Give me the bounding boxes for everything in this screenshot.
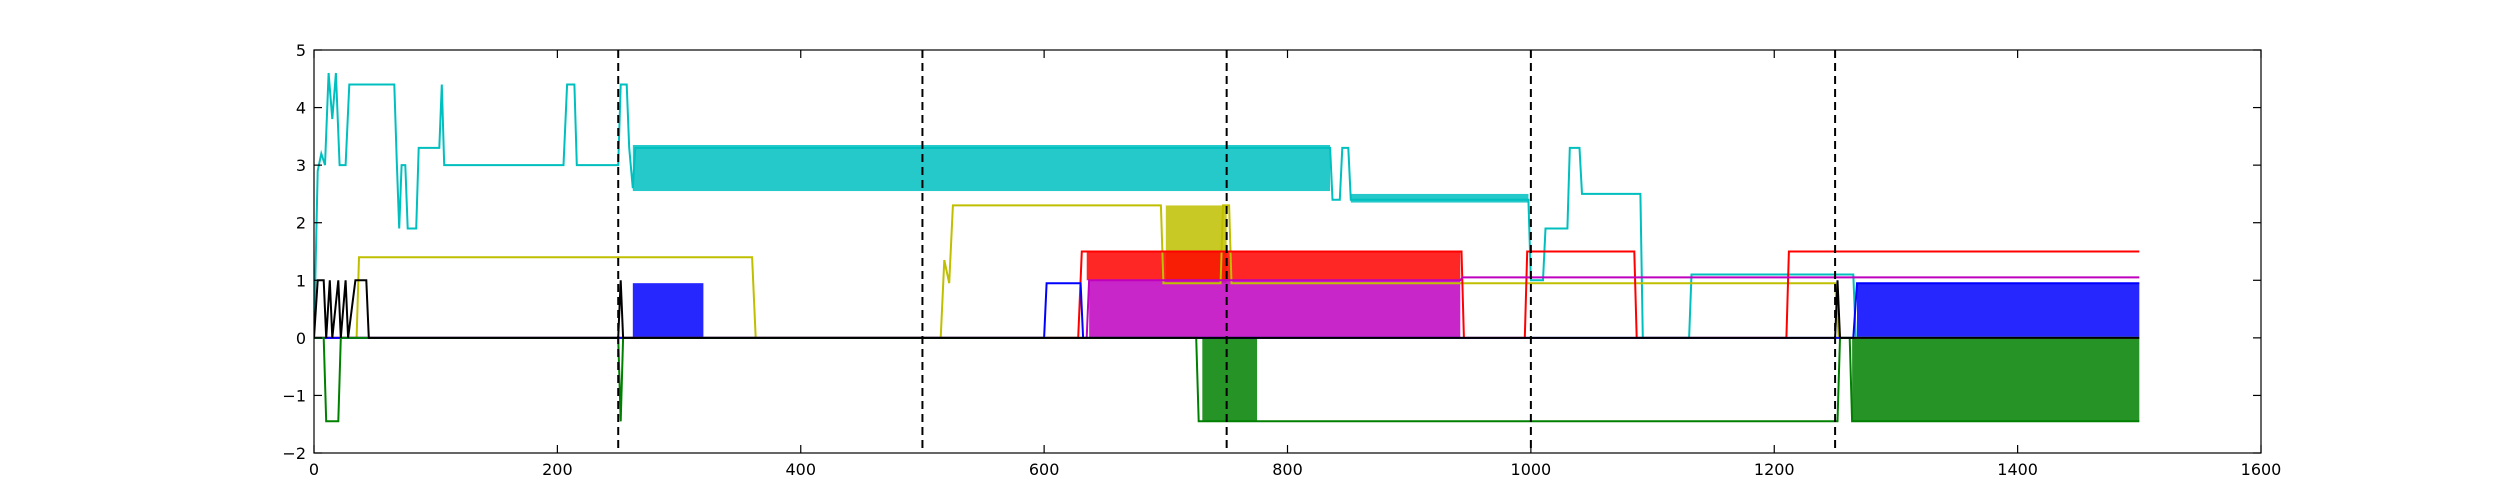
series-6-line xyxy=(314,279,2140,339)
series-0-line xyxy=(314,72,2140,339)
x-tick-label-5: 1000 xyxy=(1511,460,1552,479)
dashed-vertical-markers xyxy=(617,50,1837,453)
y-tick-label-2: 0 xyxy=(296,329,306,348)
series-fill-bands xyxy=(632,144,2140,422)
axis-tick-labels: 0 200 400 600 800 1000 1200 1400 1600 −2 −1 0 1 2 3 4 5 xyxy=(282,41,2281,479)
series-4-band-0 xyxy=(632,283,704,338)
series-2-band-0 xyxy=(1086,251,1461,281)
x-tick-label-1: 200 xyxy=(542,460,573,479)
y-tick-label-3: 1 xyxy=(296,271,306,290)
series-lines xyxy=(314,72,2140,423)
series-0-band-1 xyxy=(1350,193,1529,203)
series-5-band-0 xyxy=(1202,337,1258,422)
x-tick-label-2: 400 xyxy=(785,460,816,479)
axis-ticks xyxy=(313,49,2262,454)
y-tick-label-4: 2 xyxy=(296,214,306,233)
series-3-band-0 xyxy=(1089,280,1461,338)
y-tick-label-6: 4 xyxy=(296,99,306,118)
x-tick-label-6: 1200 xyxy=(1754,460,1795,479)
x-tick-label-7: 1400 xyxy=(1997,460,2038,479)
series-4-line xyxy=(314,282,2140,339)
y-tick-label-7: 5 xyxy=(296,41,306,60)
x-tick-label-0: 0 xyxy=(309,460,319,479)
x-tick-label-4: 800 xyxy=(1272,460,1303,479)
y-tick-label-0: −2 xyxy=(282,444,306,463)
y-tick-label-1: −1 xyxy=(282,386,306,405)
x-tick-label-8: 1600 xyxy=(2241,460,2282,479)
series-4-band-1 xyxy=(1856,283,2140,338)
series-1-line xyxy=(314,204,2140,339)
y-tick-label-5: 3 xyxy=(296,156,306,175)
series-2-line xyxy=(314,250,2140,339)
series-5-band-1 xyxy=(1852,337,2140,422)
series-0-band-0 xyxy=(632,144,1331,192)
x-tick-label-3: 600 xyxy=(1029,460,1060,479)
